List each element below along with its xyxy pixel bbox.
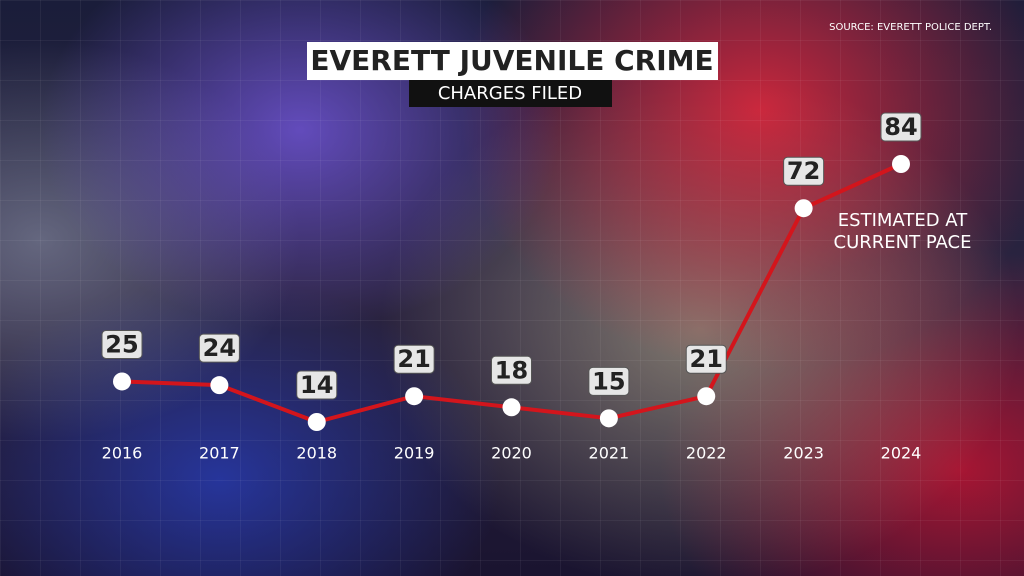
data-point: [502, 398, 521, 417]
data-point: [599, 409, 618, 428]
value-label-box: [880, 112, 922, 142]
chart-title: EVERETT JUVENILE CRIME: [310, 44, 713, 77]
source: SOURCE: EVERETT POLICE DEPT.: [829, 22, 992, 33]
x-tick-label: 2023: [783, 444, 824, 463]
annotation: ESTIMATED AT CURRENT PACE: [833, 210, 972, 253]
data-point: [210, 376, 229, 395]
x-tick-label: 2019: [394, 444, 435, 463]
value-label: 15: [592, 367, 625, 395]
value-label-box: [588, 366, 630, 396]
value-label-box: [296, 370, 338, 400]
chart-subtitle: CHARGES FILED: [438, 83, 582, 104]
data-point: [794, 199, 813, 218]
data-point: [697, 387, 716, 406]
x-tick-label: 2022: [686, 444, 727, 463]
title-box: [307, 42, 718, 80]
x-tick-label: 2018: [296, 444, 337, 463]
x-tick-label: 2017: [199, 444, 240, 463]
subtitle-box: [409, 80, 612, 107]
value-label-box: [783, 156, 825, 186]
data-point: [405, 387, 424, 406]
value-label-box: [198, 333, 240, 363]
x-tick-label: 2020: [491, 444, 532, 463]
value-label-box: [491, 355, 532, 385]
value-label: 84: [884, 113, 917, 141]
value-label-box: [685, 344, 727, 374]
data-point: [307, 413, 326, 431]
x-tick-label: 2016: [102, 444, 143, 463]
value-label: 24: [203, 334, 236, 362]
data-point: [892, 155, 910, 173]
value-label: 72: [787, 157, 820, 185]
x-tick-label: 2021: [589, 444, 630, 463]
value-label: 18: [495, 356, 528, 384]
value-label: 21: [397, 345, 430, 373]
value-label: 25: [105, 330, 138, 358]
x-tick-label: 2024: [881, 444, 922, 463]
data-point: [113, 372, 131, 391]
value-label: 14: [300, 371, 333, 399]
value-label: 21: [690, 345, 723, 373]
value-label-box: [393, 344, 435, 374]
value-label-box: [101, 329, 143, 359]
